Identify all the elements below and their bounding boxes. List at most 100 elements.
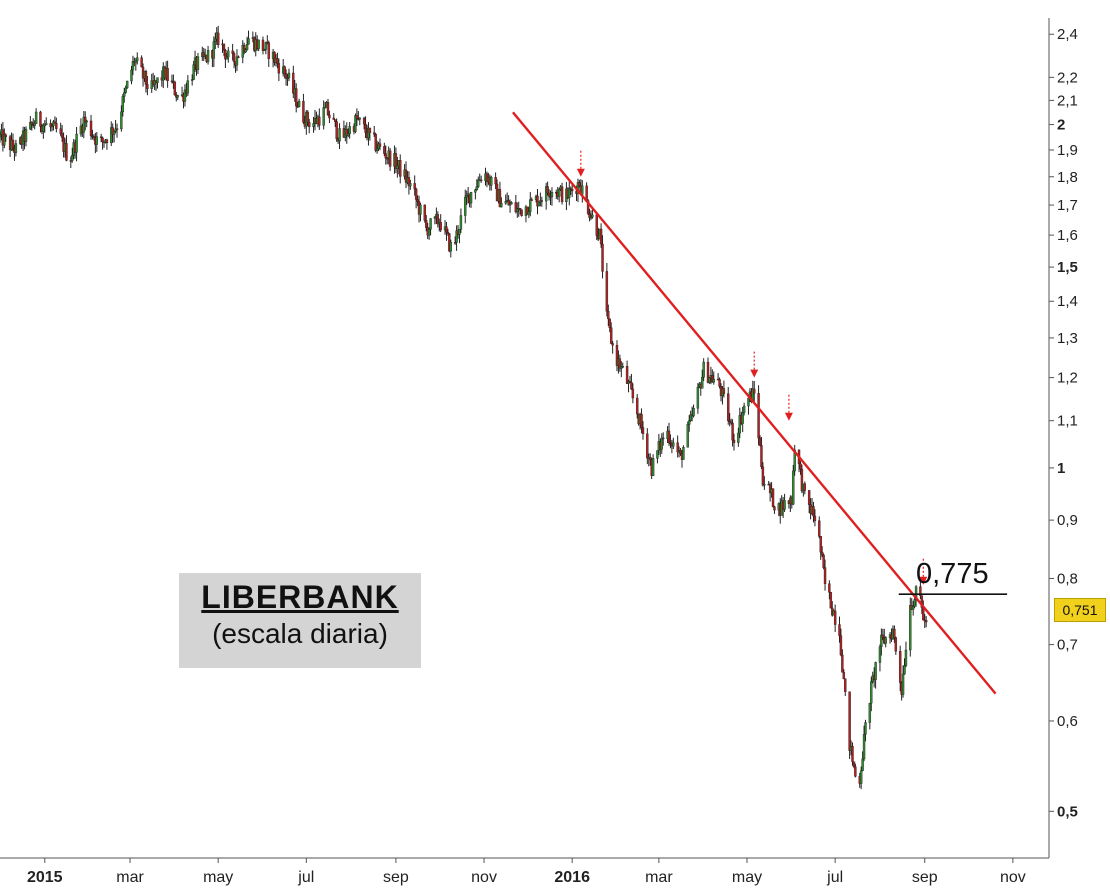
candle-body [631,388,635,399]
candle-body [295,88,298,107]
y-tick-label: 1,4 [1057,293,1078,310]
candle-body [414,188,418,200]
y-tick-label: 2,2 [1057,69,1078,86]
candle-body [823,567,827,584]
candle-body [586,200,590,214]
candle-body [570,188,574,192]
candle-body [903,665,906,675]
candle-body [803,483,807,491]
y-tick-label: 1 [1057,460,1065,477]
y-tick-label: 1,1 [1057,413,1078,430]
candle-body [409,183,412,187]
y-tick-label: 0,8 [1057,570,1078,587]
candle-body [4,134,7,137]
candle-body [276,58,279,64]
y-tick-label: 1,3 [1057,330,1078,347]
candles-layer [0,25,928,790]
candle-body [708,377,711,383]
candle-body [758,437,762,446]
candle-body [378,143,382,147]
candle-body [783,500,786,510]
candle-body [446,231,450,234]
candle-body [388,150,392,167]
candle-body [458,228,461,235]
candle-body [861,758,864,771]
x-axis-ticks: 2015 mar may jul sep nov 2016 mar may jul sep nov [27,858,1026,886]
candle-body [537,201,541,207]
candle-body [399,160,402,177]
candle-body [39,111,42,127]
candle-body [423,204,427,221]
candle-body [828,583,831,593]
candle-body [312,123,315,128]
candle-body [55,123,58,129]
x-tick-label: mar [645,869,673,886]
candle-body [214,38,217,42]
candle-body [773,506,776,511]
candle-body [131,61,135,71]
candle-body [530,199,533,201]
candle-body [649,456,652,460]
candle-body [701,377,704,389]
candle-body [550,192,554,198]
candle-body [760,445,763,468]
candle-body [362,117,366,125]
candle-body [322,107,325,126]
support-level-label: 0,775 [916,558,989,591]
y-tick-label: 0,9 [1057,512,1078,529]
candle-body [42,124,45,132]
candle-body [706,361,710,383]
touch-arrow-head [576,168,585,177]
x-tick-label: may [732,869,762,886]
candle-body [591,214,594,218]
candle-body [692,408,695,417]
x-tick-label: nov [1000,869,1026,886]
candle-body [425,220,428,228]
candle-body [518,208,522,210]
candle-body [924,620,928,623]
candle-body [904,649,908,666]
candle-body [844,678,847,692]
candle-body [881,634,885,638]
y-tick-label: 1,2 [1057,370,1078,387]
candle-body [146,84,149,89]
candle-body [130,69,133,82]
candle-body [792,470,795,505]
y-tick-label: 1,8 [1057,169,1078,186]
candle-body [186,80,190,94]
y-tick-label: 1,5 [1057,259,1078,276]
y-tick-label: 0,7 [1057,637,1078,654]
candle-body [490,176,493,186]
candle-body [799,463,802,470]
candle-body [829,592,833,609]
trendline [512,111,997,695]
candle-body [267,42,270,59]
candle-body [874,662,877,680]
candle-body [807,490,811,505]
candle-body [24,128,28,142]
candle-body [416,199,419,202]
candle-body [605,271,609,312]
candle-body [742,405,746,413]
candle-body [568,188,571,199]
candle-body [257,39,260,49]
candle-body [718,379,721,387]
candle-body [672,442,675,447]
candle-body [851,746,854,762]
candle-body [469,192,473,204]
candle-body [641,427,645,435]
candle-body [630,382,633,390]
candle-body [894,637,898,652]
candle-body [101,137,104,142]
candle-body [884,637,887,644]
candle-body [893,628,896,638]
candle-body [651,458,655,476]
candle-body [732,439,736,443]
candle-body [520,209,523,216]
candle-body [862,734,866,760]
candle-body [578,182,581,187]
candle-body [247,38,250,45]
candle-body [433,216,437,219]
candle-body [358,117,361,120]
